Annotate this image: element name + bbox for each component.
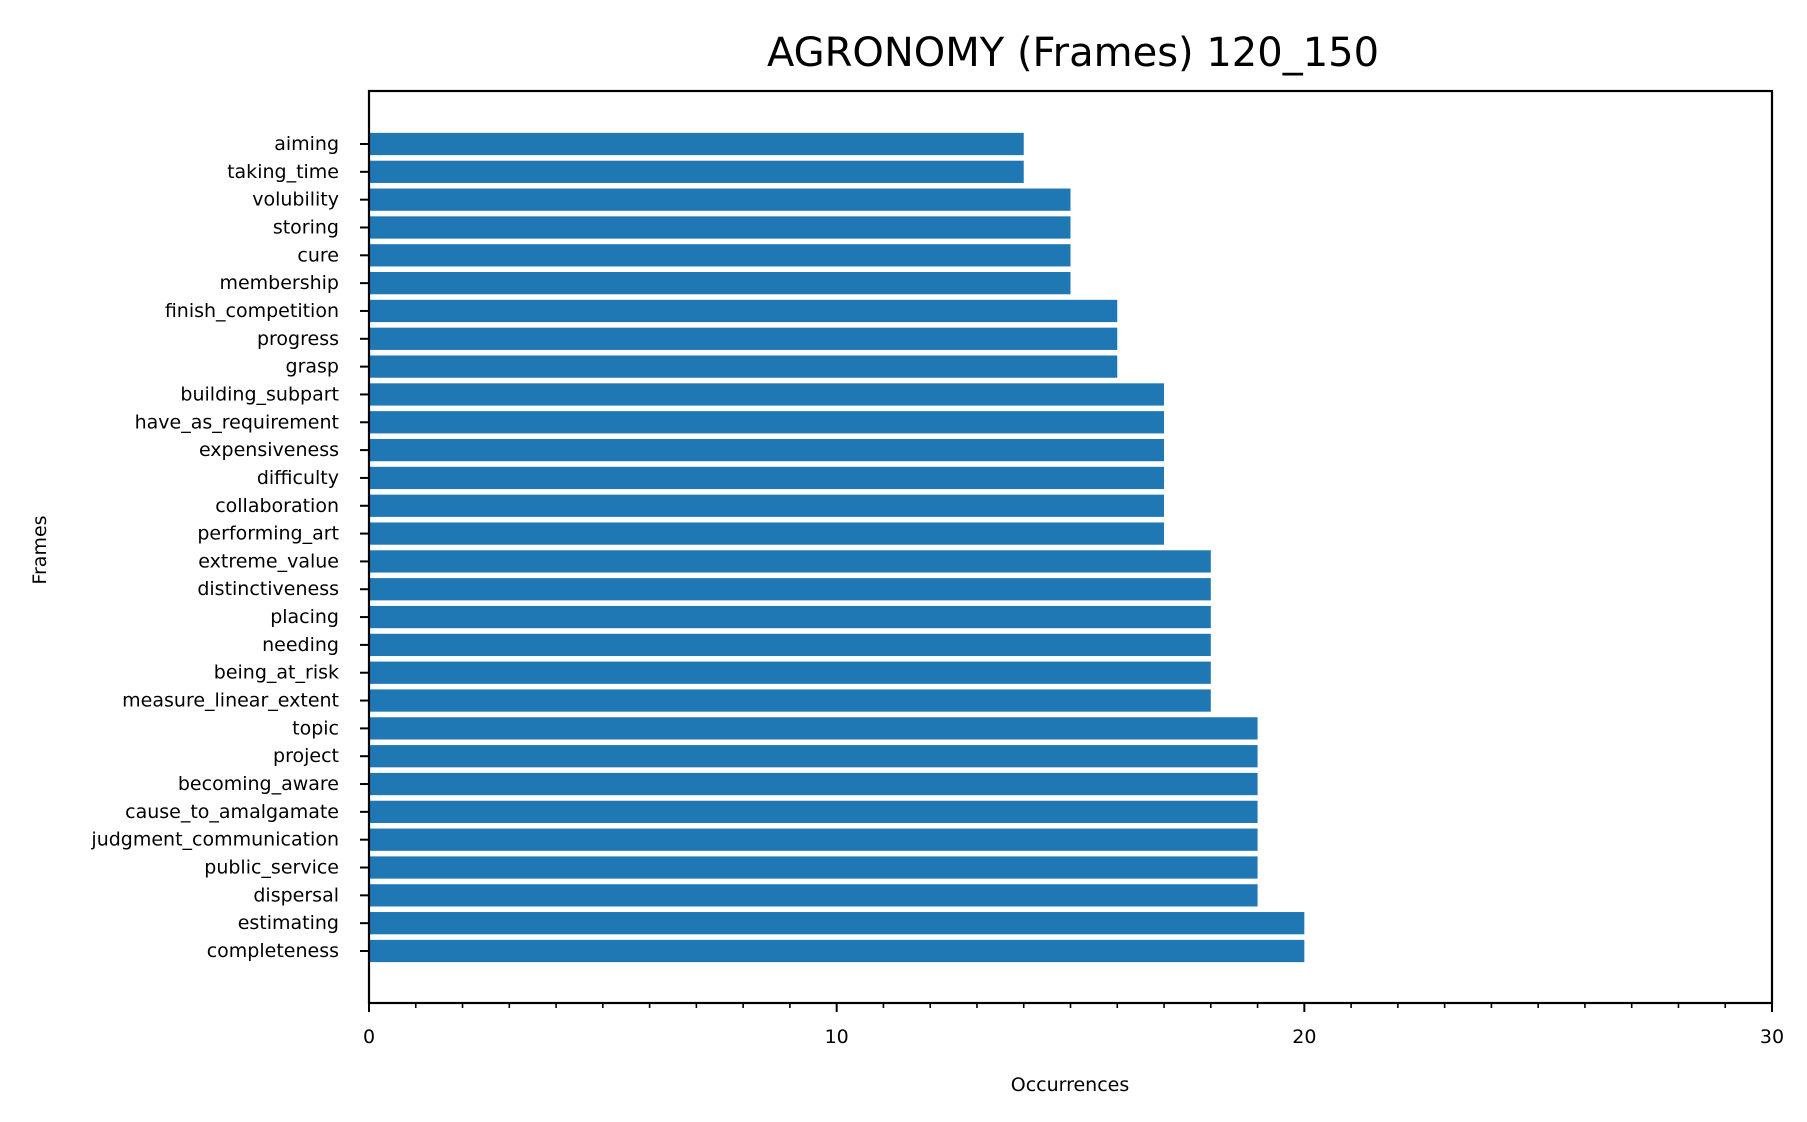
bar-volubility — [369, 188, 1071, 211]
y-tick-label: collaboration — [215, 495, 339, 517]
y-tick-label: measure_linear_extent — [122, 690, 339, 712]
y-tick-label: progress — [257, 328, 339, 350]
y-tick-label: difficulty — [257, 467, 339, 489]
bar-difficulty — [369, 466, 1165, 490]
x-tick-label: 0 — [363, 1026, 375, 1048]
bar-cause_to_amalgamate — [369, 800, 1258, 823]
y-tick-label: volubility — [252, 189, 339, 211]
y-tick-label: cure — [297, 244, 339, 266]
y-tick-label: project — [273, 745, 339, 767]
bar-completeness — [369, 939, 1305, 963]
y-tick-label: public_service — [204, 857, 339, 879]
y-tick-label: distinctiveness — [197, 578, 339, 600]
bar-estimating — [369, 912, 1305, 935]
y-tick-label: aiming — [274, 133, 339, 155]
bar-membership — [369, 272, 1071, 295]
bar-topic — [369, 717, 1258, 740]
y-tick-label: have_as_requirement — [135, 411, 339, 433]
bar-judgment_communication — [369, 828, 1258, 851]
bar-project — [369, 745, 1258, 768]
y-tick-label: performing_art — [197, 523, 339, 545]
x-tick-label: 20 — [1292, 1026, 1316, 1048]
y-tick-label: finish_competition — [165, 300, 339, 322]
bar-building_subpart — [369, 383, 1165, 406]
bar-measure_linear_extent — [369, 689, 1211, 712]
y-tick-label: completeness — [207, 940, 339, 962]
y-tick-label: needing — [262, 634, 339, 656]
y-tick-label: judgment_communication — [90, 829, 339, 851]
y-tick-label: dispersal — [253, 884, 339, 906]
bar-cure — [369, 244, 1071, 267]
y-tick-label: storing — [273, 216, 339, 238]
bar-have_as_requirement — [369, 411, 1165, 434]
y-tick-label: placing — [270, 606, 339, 628]
y-tick-label: membership — [219, 272, 339, 294]
y-tick-label: estimating — [238, 912, 339, 934]
bar-public_service — [369, 856, 1258, 879]
bar-collaboration — [369, 494, 1165, 517]
bars-group — [369, 132, 1305, 963]
chart-title: AGRONOMY (Frames) 120_150 — [767, 30, 1379, 76]
y-tick-label: grasp — [286, 356, 339, 378]
bar-extreme_value — [369, 550, 1211, 573]
bar-storing — [369, 216, 1071, 239]
bar-dispersal — [369, 884, 1258, 907]
bar-progress — [369, 327, 1118, 350]
bar-placing — [369, 605, 1211, 629]
x-axis-label: Occurrences — [1011, 1074, 1130, 1096]
bar-grasp — [369, 355, 1118, 378]
bar-expensiveness — [369, 438, 1165, 462]
y-tick-label: becoming_aware — [178, 773, 339, 795]
y-axis-label: Frames — [29, 515, 51, 584]
plot-frame — [367, 89, 1774, 1005]
bar-needing — [369, 633, 1211, 657]
y-tick-label: being_at_risk — [214, 662, 339, 684]
bar-finish_competition — [369, 299, 1118, 323]
y-tick-label: topic — [292, 717, 339, 739]
y-axis-ticks: aiming taking_time volubility storing cure me… — [90, 133, 369, 962]
x-axis-ticks: 0 10 20 30 — [363, 1003, 1784, 1048]
y-tick-label: taking_time — [227, 161, 339, 183]
y-tick-label: cause_to_amalgamate — [125, 801, 339, 823]
bar-distinctiveness — [369, 578, 1211, 601]
bar-performing_art — [369, 522, 1165, 545]
bar-becoming_aware — [369, 772, 1258, 796]
x-tick-label: 30 — [1760, 1026, 1784, 1048]
y-tick-label: building_subpart — [180, 383, 339, 405]
bar-aiming — [369, 132, 1024, 156]
bar-taking_time — [369, 160, 1024, 183]
y-tick-label: extreme_value — [198, 550, 339, 572]
y-tick-label: expensiveness — [199, 439, 339, 461]
bar-being_at_risk — [369, 661, 1211, 684]
x-tick-label: 10 — [825, 1026, 849, 1048]
